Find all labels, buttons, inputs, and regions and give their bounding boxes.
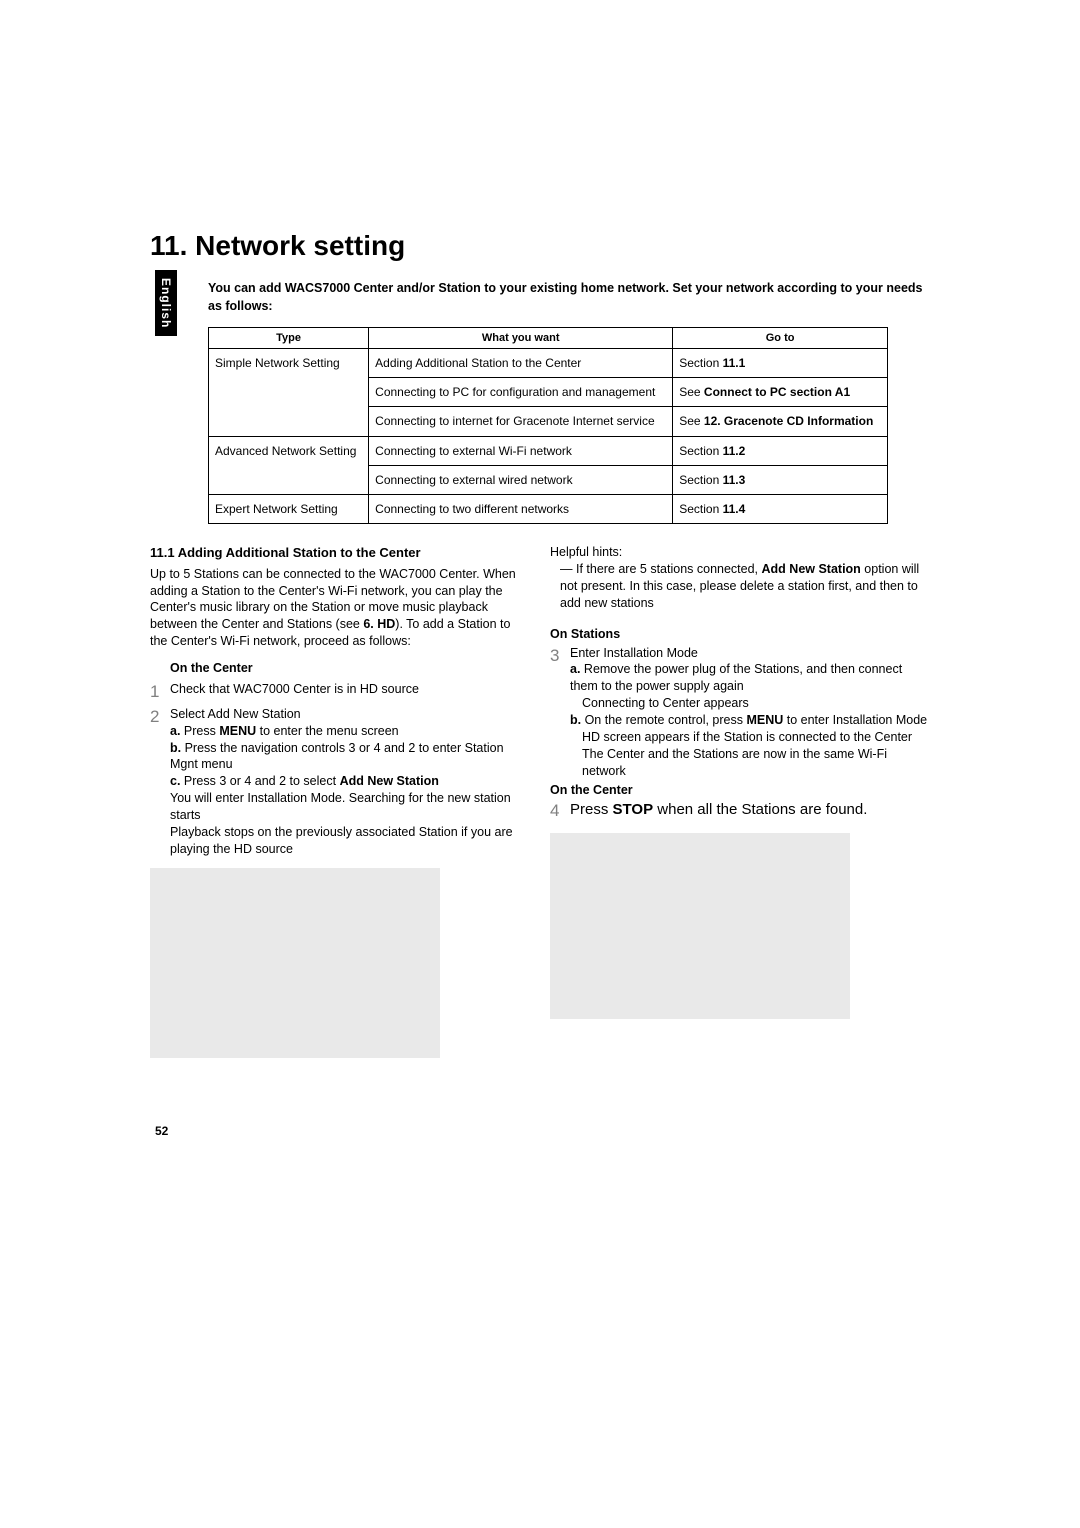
table-row: Advanced Network Setting Connecting to e… — [209, 436, 888, 465]
section-paragraph: Up to 5 Stations can be connected to the… — [150, 566, 530, 650]
cell-type: Expert Network Setting — [209, 494, 369, 523]
step-text: Enter Installation Mode a. Remove the po… — [570, 645, 930, 780]
cell-type: Advanced Network Setting — [209, 436, 369, 494]
left-column: 11.1 Adding Additional Station to the Ce… — [150, 544, 530, 1058]
cell-goto: See Connect to PC section A1 — [673, 378, 888, 407]
step-item: 2 Select Add New Station a. Press MENU t… — [150, 706, 530, 858]
on-center-label-2: On the Center — [550, 782, 930, 799]
step-text: Press STOP when all the Stations are fou… — [570, 800, 930, 823]
right-column: Helpful hints: — If there are 5 stations… — [550, 544, 930, 1058]
cell-want: Adding Additional Station to the Center — [369, 349, 673, 378]
network-table: Type What you want Go to Simple Network … — [208, 327, 888, 524]
cell-type: Simple Network Setting — [209, 349, 369, 437]
cell-goto: Section 11.4 — [673, 494, 888, 523]
steps-list: 1 Check that WAC7000 Center is in HD sou… — [150, 681, 530, 858]
cell-want: Connecting to PC for configuration and m… — [369, 378, 673, 407]
table-row: Expert Network Setting Connecting to two… — [209, 494, 888, 523]
step-item: 1 Check that WAC7000 Center is in HD sou… — [150, 681, 530, 704]
step-number: 3 — [550, 645, 570, 780]
intro-text: You can add WACS7000 Center and/or Stati… — [208, 280, 930, 315]
step-number: 1 — [150, 681, 170, 704]
cell-want: Connecting to external wired network — [369, 465, 673, 494]
col-header-goto: Go to — [673, 328, 888, 349]
cell-want: Connecting to internet for Gracenote Int… — [369, 407, 673, 436]
image-placeholder — [150, 868, 440, 1058]
step-number: 2 — [150, 706, 170, 858]
table-row: Simple Network Setting Adding Additional… — [209, 349, 888, 378]
table-header-row: Type What you want Go to — [209, 328, 888, 349]
content-columns: 11.1 Adding Additional Station to the Ce… — [150, 544, 930, 1058]
col-header-want: What you want — [369, 328, 673, 349]
manual-page: English 11. Network setting You can add … — [0, 0, 1080, 1528]
section-heading-11-1: 11.1 Adding Additional Station to the Ce… — [150, 544, 530, 562]
cell-goto: Section 11.3 — [673, 465, 888, 494]
hints-label: Helpful hints: — [550, 544, 930, 561]
cell-goto: Section 11.1 — [673, 349, 888, 378]
step-number: 4 — [550, 800, 570, 823]
cell-want: Connecting to external Wi-Fi network — [369, 436, 673, 465]
step-text: Select Add New Station a. Press MENU to … — [170, 706, 530, 858]
step-item: 4 Press STOP when all the Stations are f… — [550, 800, 930, 823]
col-header-type: Type — [209, 328, 369, 349]
on-center-label: On the Center — [170, 660, 530, 677]
page-title: 11. Network setting — [150, 230, 930, 262]
cell-want: Connecting to two different networks — [369, 494, 673, 523]
step-item: 3 Enter Installation Mode a. Remove the … — [550, 645, 930, 780]
on-stations-label: On Stations — [550, 626, 930, 643]
cell-goto: See 12. Gracenote CD Information — [673, 407, 888, 436]
language-tab: English — [155, 270, 177, 336]
hint-item: — If there are 5 stations connected, Add… — [560, 561, 930, 612]
image-placeholder — [550, 833, 850, 1019]
step-text: Check that WAC7000 Center is in HD sourc… — [170, 681, 530, 704]
page-number: 52 — [155, 1124, 168, 1138]
cell-goto: Section 11.2 — [673, 436, 888, 465]
